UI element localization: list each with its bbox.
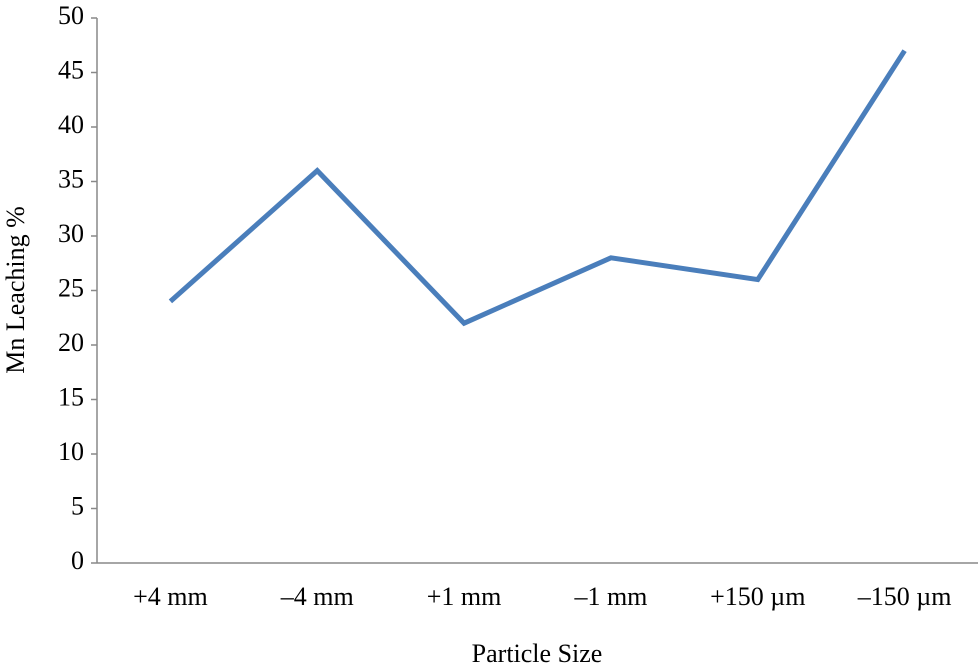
y-tick-label: 25	[58, 273, 84, 302]
x-tick-label: +4 mm	[133, 582, 208, 611]
x-tick-label: –1 mm	[573, 582, 647, 611]
y-tick-label: 0	[71, 546, 84, 575]
y-tick-label: 10	[58, 437, 84, 466]
y-axis-title: Mn Leaching %	[1, 206, 30, 374]
y-tick-label: 40	[58, 110, 84, 139]
y-tick-label: 35	[58, 164, 84, 193]
x-tick-label: +150 µm	[710, 582, 805, 611]
x-axis-title: Particle Size	[472, 639, 603, 668]
y-tick-label: 5	[71, 491, 84, 520]
data-line	[168, 49, 907, 327]
y-tick-label: 15	[58, 382, 84, 411]
y-tick-label: 30	[58, 219, 84, 248]
y-tick-label: 45	[58, 55, 84, 84]
x-tick-label: +1 mm	[427, 582, 502, 611]
x-tick-label: –4 mm	[280, 582, 354, 611]
y-tick-label: 50	[58, 1, 84, 30]
y-tick-label: 20	[58, 328, 84, 357]
x-tick-label: –150 µm	[857, 582, 952, 611]
